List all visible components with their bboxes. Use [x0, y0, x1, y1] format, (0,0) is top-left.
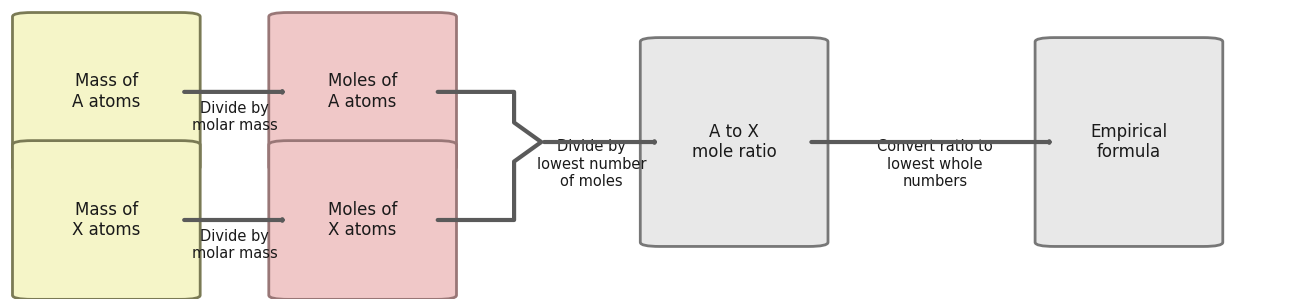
FancyBboxPatch shape — [269, 141, 456, 299]
Text: Moles of
X atoms: Moles of X atoms — [328, 201, 398, 239]
Text: Moles of
A atoms: Moles of A atoms — [328, 72, 398, 111]
Text: Divide by
molar mass: Divide by molar mass — [191, 101, 277, 133]
FancyBboxPatch shape — [269, 13, 456, 171]
Text: Divide by
lowest number
of moles: Divide by lowest number of moles — [537, 139, 646, 189]
Text: Convert ratio to
lowest whole
numbers: Convert ratio to lowest whole numbers — [878, 139, 993, 189]
Text: Divide by
molar mass: Divide by molar mass — [191, 229, 277, 261]
Text: Mass of
X atoms: Mass of X atoms — [72, 201, 140, 239]
FancyBboxPatch shape — [641, 38, 828, 246]
Text: Empirical
formula: Empirical formula — [1091, 123, 1167, 161]
FancyBboxPatch shape — [13, 141, 200, 299]
Text: A to X
mole ratio: A to X mole ratio — [692, 123, 776, 161]
Text: Mass of
A atoms: Mass of A atoms — [72, 72, 140, 111]
FancyBboxPatch shape — [1035, 38, 1223, 246]
FancyBboxPatch shape — [13, 13, 200, 171]
